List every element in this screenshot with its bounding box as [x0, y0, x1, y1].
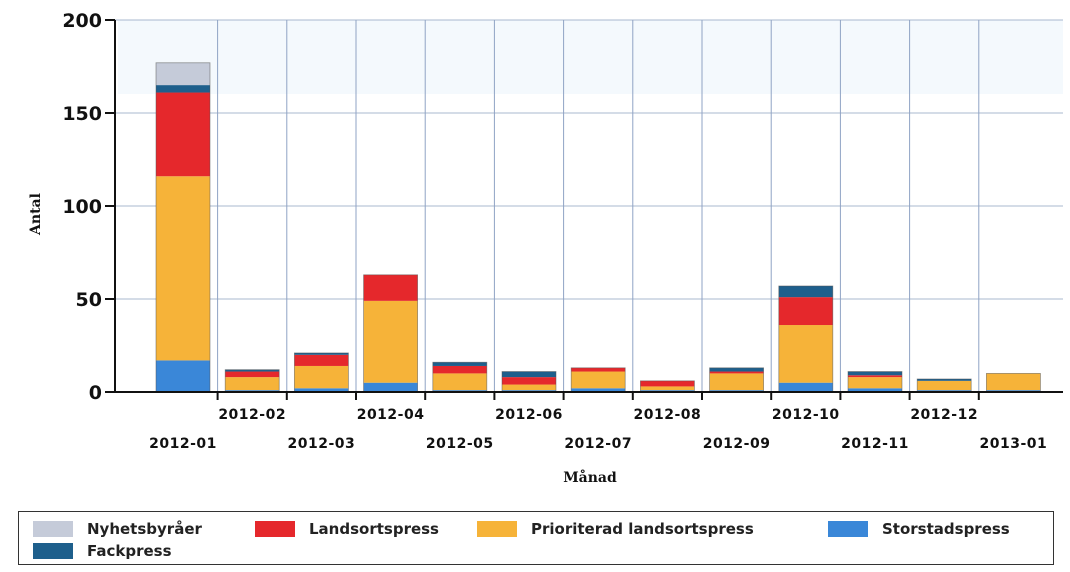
y-tick-label: 100 — [62, 196, 102, 218]
bar-segment — [156, 92, 210, 177]
bar-segment — [502, 371, 556, 378]
bar-segment — [778, 382, 833, 392]
bar-segment — [848, 388, 902, 392]
bar-segment — [363, 382, 418, 392]
bar-segment — [432, 373, 487, 391]
legend-label: Nyhetsbyråer — [87, 520, 202, 538]
legend-item-prioriterad-landsortspress: Prioriterad landsortspress — [477, 520, 754, 538]
legend-swatch — [477, 521, 517, 537]
axes — [105, 19, 1063, 400]
x-tick-label: 2012-12 — [910, 407, 978, 423]
bar-segment — [294, 388, 349, 392]
x-tick-label: 2012-05 — [426, 436, 494, 452]
bar-segment — [156, 62, 210, 86]
bar-segment — [432, 362, 487, 366]
legend-label: Landsortspress — [309, 520, 439, 538]
legend-label: Storstadspress — [882, 520, 1010, 538]
y-tick-label: 200 — [62, 10, 102, 32]
bar-segment — [778, 285, 833, 298]
legend-label: Prioriterad landsortspress — [531, 520, 754, 538]
bar-segment — [778, 325, 833, 383]
bar-segment — [225, 369, 280, 372]
bar-segment — [294, 354, 349, 366]
bar-segment — [986, 373, 1041, 391]
legend-swatch — [255, 521, 295, 537]
bar-segment — [225, 371, 280, 378]
bar-segment — [502, 384, 556, 391]
legend-swatch — [33, 521, 73, 537]
legend-item-nyhetsbyraer: Nyhetsbyråer — [33, 520, 202, 538]
y-tick-label: 50 — [76, 289, 102, 311]
x-tick-label: 2012-02 — [218, 407, 286, 423]
x-tick-label: 2013-01 — [980, 436, 1048, 452]
bar-segment — [848, 371, 902, 376]
legend-swatch — [33, 543, 73, 559]
x-tick-label: 2012-04 — [357, 407, 425, 423]
y-tick-label: 150 — [62, 103, 102, 125]
y-tick-labels: 0 50 100 150 200 — [62, 10, 102, 404]
y-axis-label: Antal — [28, 193, 44, 236]
x-tick-label: 2012-06 — [495, 407, 563, 423]
x-tick-label: 2012-09 — [703, 436, 771, 452]
x-tick-label: 2012-03 — [288, 436, 356, 452]
bar-segment — [294, 365, 349, 389]
bar-segment — [571, 388, 626, 392]
x-tick-label: 2012-10 — [772, 407, 840, 423]
bar-segment — [778, 297, 833, 326]
x-tick-label: 2012-08 — [634, 407, 702, 423]
legend-item-fackpress: Fackpress — [33, 542, 172, 560]
x-tick-label: 2012-07 — [564, 436, 632, 452]
legend-item-landsortspress: Landsortspress — [255, 520, 439, 538]
y-tick-label: 0 — [89, 382, 102, 404]
bar-segment — [917, 378, 972, 381]
bar-segment — [225, 377, 280, 391]
bars — [155, 62, 1041, 393]
legend-item-storstadspress: Storstadspress — [828, 520, 1010, 538]
x-tick-label: 2012-01 — [149, 436, 217, 452]
bar-segment — [640, 380, 695, 387]
bar-segment — [571, 367, 626, 372]
bar-segment — [156, 360, 210, 392]
grid — [115, 19, 1063, 392]
bar-segment — [848, 375, 902, 378]
bar-segment — [709, 373, 764, 391]
bar-segment — [709, 367, 764, 372]
bar-segment — [640, 386, 695, 391]
x-axis-label: Månad — [563, 468, 617, 486]
bar-segment — [363, 300, 418, 383]
x-tick-label: 2012-11 — [841, 436, 909, 452]
faded-background-band — [118, 20, 1063, 94]
x-tick-labels: 2012-012012-022012-032012-042012-052012-… — [149, 407, 1047, 452]
bar-segment — [848, 377, 902, 389]
legend: Nyhetsbyråer Landsortspress Prioriterad … — [18, 511, 1054, 565]
bar-segment — [432, 365, 487, 374]
bar-segment — [571, 371, 626, 389]
bar-segment — [294, 352, 349, 355]
bar-segment — [917, 380, 972, 391]
bar-segment — [156, 85, 210, 93]
bar-segment — [502, 377, 556, 385]
bar-segment — [156, 176, 210, 361]
bar-segment — [709, 371, 764, 374]
bar-segment — [363, 274, 418, 301]
legend-swatch — [828, 521, 868, 537]
legend-label: Fackpress — [87, 542, 172, 560]
